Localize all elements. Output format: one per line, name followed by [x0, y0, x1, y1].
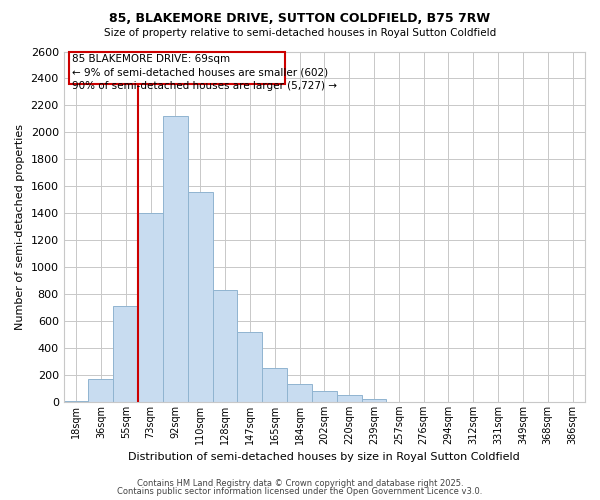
- Text: Contains public sector information licensed under the Open Government Licence v3: Contains public sector information licen…: [118, 487, 482, 496]
- Bar: [362, 398, 386, 402]
- Bar: [287, 384, 312, 402]
- Bar: [312, 391, 337, 402]
- Text: 85 BLAKEMORE DRIVE: 69sqm
← 9% of semi-detached houses are smaller (602)
90% of : 85 BLAKEMORE DRIVE: 69sqm ← 9% of semi-d…: [73, 54, 337, 92]
- Text: 85, BLAKEMORE DRIVE, SUTTON COLDFIELD, B75 7RW: 85, BLAKEMORE DRIVE, SUTTON COLDFIELD, B…: [109, 12, 491, 26]
- Text: Size of property relative to semi-detached houses in Royal Sutton Coldfield: Size of property relative to semi-detach…: [104, 28, 496, 38]
- Bar: [163, 116, 188, 402]
- Bar: [68, 52, 284, 84]
- Bar: [238, 332, 262, 402]
- X-axis label: Distribution of semi-detached houses by size in Royal Sutton Coldfield: Distribution of semi-detached houses by …: [128, 452, 520, 462]
- Bar: [113, 306, 138, 402]
- Bar: [138, 213, 163, 402]
- Y-axis label: Number of semi-detached properties: Number of semi-detached properties: [15, 124, 25, 330]
- Bar: [337, 395, 362, 402]
- Bar: [188, 192, 212, 402]
- Bar: [64, 400, 88, 402]
- Text: Contains HM Land Registry data © Crown copyright and database right 2025.: Contains HM Land Registry data © Crown c…: [137, 478, 463, 488]
- Bar: [262, 368, 287, 402]
- Bar: [88, 379, 113, 402]
- Bar: [212, 290, 238, 402]
